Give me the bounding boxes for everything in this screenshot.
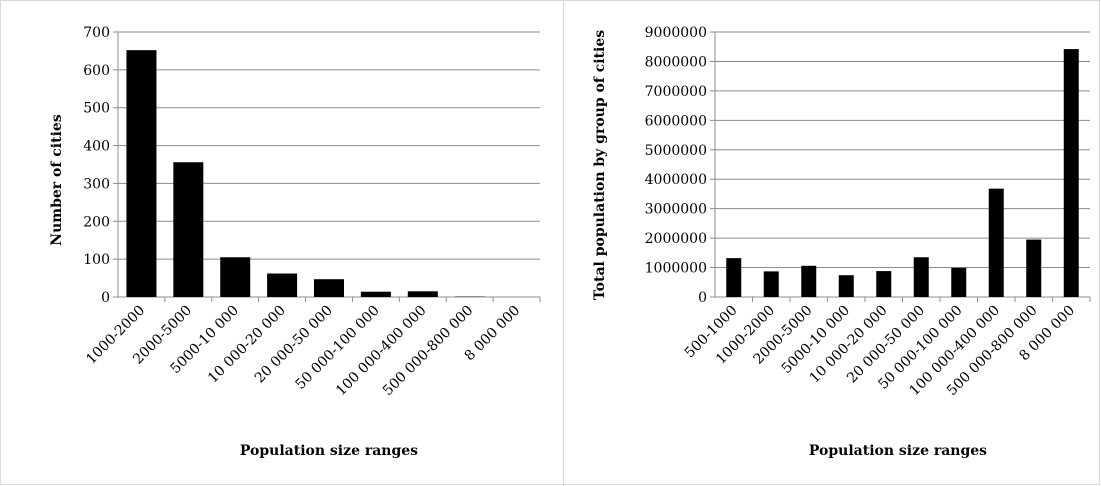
y-tick-label: 5000000: [645, 143, 707, 159]
bar: [988, 188, 1004, 297]
bar: [360, 291, 391, 297]
y-tick-label: 3000000: [645, 202, 707, 218]
bar: [726, 258, 742, 297]
y-tick-label: 1000000: [645, 261, 707, 277]
bar: [763, 271, 779, 297]
y-tick-label: 7000000: [645, 84, 707, 100]
y-tick-label: 600: [83, 63, 110, 79]
x-axis-title: Population size ranges: [809, 443, 987, 459]
y-tick-label: 6000000: [645, 113, 707, 129]
y-tick-label: 200: [83, 214, 110, 230]
x-tick-label: 500 000-800 000: [380, 303, 477, 400]
bar: [267, 273, 298, 297]
bar: [314, 279, 344, 297]
y-axis-title: Number of cities: [49, 114, 65, 246]
bar: [220, 257, 251, 297]
bar: [838, 275, 854, 297]
y-tick-label: 700: [83, 25, 110, 41]
y-tick-label: 300: [83, 176, 110, 192]
y-tick-label: 0: [698, 290, 707, 306]
bar: [173, 162, 204, 297]
chart-cities-count: Number of cities Population size ranges …: [49, 25, 541, 459]
y-tick-label: 2000000: [645, 231, 707, 247]
y-tick-label: 0: [101, 290, 110, 306]
y-tick-label: 400: [83, 139, 110, 155]
bar: [1063, 49, 1079, 298]
panel-divider: [563, 0, 564, 486]
x-axis-title: Population size ranges: [240, 443, 418, 459]
y-tick-label: 100: [83, 252, 110, 268]
bar: [1026, 239, 1042, 297]
bar: [801, 265, 817, 297]
y-axis-title: Total population by group of cities: [592, 30, 608, 300]
y-tick-label: 500: [83, 101, 110, 117]
bar: [407, 291, 438, 297]
y-tick-label: 8000000: [645, 54, 707, 70]
bar: [876, 271, 892, 297]
bar: [951, 267, 967, 297]
x-tick-label: 50 000-100 000: [292, 303, 382, 393]
y-tick-label: 4000000: [645, 172, 707, 188]
x-tick-label: 100 000-400 000: [333, 303, 430, 400]
bar: [913, 257, 929, 297]
y-tick-label: 9000000: [645, 25, 707, 41]
chart-total-population: Total population by group of cities Popu…: [592, 25, 1091, 459]
bar: [126, 50, 157, 297]
